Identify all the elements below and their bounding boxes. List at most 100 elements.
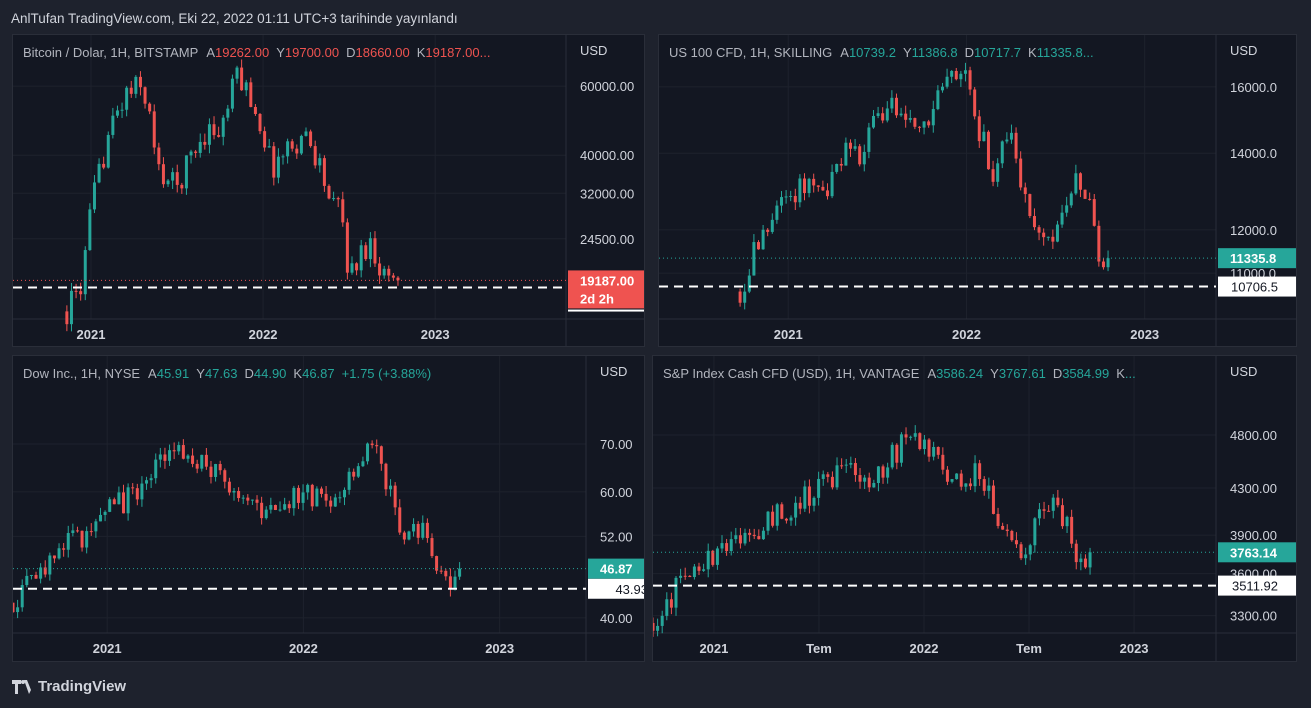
currency-label[interactable]: USD [1230,364,1258,379]
candle [350,256,354,275]
candle [779,191,783,213]
candle [382,265,386,279]
time-tick-label: 2022 [910,641,939,656]
candle [660,610,664,634]
chart-pane-us100[interactable]: 16000.0 14000.0 12000.0 11000.0 2021 2022 2023… [658,34,1297,347]
candle [1023,182,1027,203]
candle [784,517,788,524]
candle [867,472,871,493]
candle [444,568,448,581]
candle [955,473,959,480]
candle [131,483,135,495]
candle [766,510,770,535]
candle [720,535,724,553]
symbol-name[interactable]: US 100 CFD, 1H, SKILLING [669,45,833,60]
candle [863,474,867,489]
candle [747,269,751,294]
chart-pane-dow[interactable]: 70.00 60.00 52.00 40.00 2021 2022 2023 43.93 46.… [12,355,645,662]
candle [412,518,416,537]
candle [1055,220,1059,243]
symbol-name[interactable]: S&P Index Cash CFD (USD), 1H, VANTAGE [663,366,920,381]
candle [120,102,124,118]
candle [945,466,949,486]
chart-canvas[interactable]: 70.00 60.00 52.00 40.00 2021 2022 2023 43.93 46.… [13,356,645,662]
candle [29,574,33,580]
ohlc-key: K [416,45,426,60]
candle [917,126,921,133]
ohlc-value: 19700.00 [284,45,340,60]
time-tick-label: 2021 [93,641,122,656]
drawn-line-price-label: 10706.5 [1218,276,1296,297]
symbol-legend[interactable]: S&P Index Cash CFD (USD), 1H, VANTAGE A35… [663,366,1143,381]
candle [770,213,774,234]
symbol-legend[interactable]: Bitcoin / Dolar, 1H, BITSTAMP A19262.00 Y1… [23,45,497,60]
chart-pane-bitcoin[interactable]: 60000.00 40000.00 32000.00 24500.00 2021 2022… [12,34,645,347]
candle [272,142,276,186]
candle [368,232,372,268]
candle [375,439,379,454]
candle [1069,191,1073,208]
chart-canvas[interactable]: 60000.00 40000.00 32000.00 24500.00 2021 2022… [13,35,645,347]
candle [867,122,871,159]
currency-label[interactable]: USD [1230,43,1258,58]
candle [894,93,898,118]
ohlc-value: 44.90 [253,366,287,381]
candle [241,494,245,504]
time-tick-label: 2021 [699,641,728,656]
candle [950,479,954,484]
currency-label[interactable]: USD [600,364,628,379]
candle [954,67,958,81]
price-tick-label: 16000.0 [1230,80,1277,95]
candle [273,504,277,511]
candle [249,77,253,108]
candle [286,138,290,164]
candle [180,182,184,194]
candle [301,484,305,511]
symbol-name[interactable]: Dow Inc., 1H, NYSE [23,366,141,381]
candle [909,435,913,441]
price-tick-label: 14000.0 [1230,146,1277,161]
candle [332,191,336,201]
candle [757,529,761,540]
symbol-legend[interactable]: US 100 CFD, 1H, SKILLING A10739.2 Y11386.8… [669,45,1101,60]
candle [184,155,188,195]
price-tick-label: 32000.00 [580,186,634,201]
ohlc-value: 47.63 [204,366,238,381]
candle [697,562,701,576]
candle [899,107,903,117]
candle [683,567,687,580]
candle [223,468,227,489]
candle [812,173,816,193]
candle [858,468,862,489]
time-tick-label: 2023 [1130,327,1159,342]
candle [825,183,829,200]
tradingview-logo[interactable]: TradingView [12,678,126,695]
candle [1079,553,1083,571]
symbol-name[interactable]: Bitcoin / Dolar, 1H, BITSTAMP [23,45,199,60]
currency-label[interactable]: USD [580,43,608,58]
candle [102,156,106,170]
candle [1047,505,1051,512]
candle [835,163,839,174]
ohlc-key: Y [990,366,999,381]
candle [122,484,126,514]
candle [1028,193,1032,219]
candle [858,144,862,167]
candle [80,530,84,552]
symbol-legend[interactable]: Dow Inc., 1H, NYSE A45.91 Y47.63 D44.90 K46.… [23,366,431,381]
candle [341,191,345,227]
candle [345,218,349,280]
candle [775,200,779,224]
chart-pane-sp500[interactable]: 4800.00 4300.00 3900.00 3600.00 3300.00 2021 T… [652,355,1297,662]
candle [458,562,462,580]
candle [250,499,254,505]
ohlc-value: 10739.2 [848,45,896,60]
candle [407,530,411,541]
candle [1019,541,1023,561]
candle [936,85,940,111]
ohlc-value: 11335.8... [1036,45,1094,60]
candle [304,127,308,137]
candle [88,203,92,251]
